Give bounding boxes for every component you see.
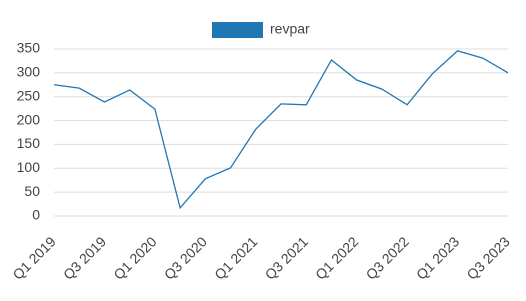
legend-label: revpar [270, 21, 310, 37]
x-tick-label: Q3 2020 [161, 233, 210, 282]
y-tick-label: 300 [17, 64, 41, 80]
line-series [53, 50, 509, 210]
x-tick-label: Q1 2020 [110, 233, 159, 282]
x-tick-label: Q3 2019 [60, 233, 109, 282]
x-tick-label: Q1 2023 [413, 233, 462, 282]
x-tick-label: Q3 2023 [463, 233, 512, 282]
y-tick-label: 100 [17, 159, 41, 175]
x-tick-label: Q1 2021 [211, 233, 260, 282]
legend-swatch [212, 22, 263, 38]
x-tick-label: Q1 2022 [312, 233, 361, 282]
y-tick-label: 200 [17, 111, 41, 127]
y-tick-label: 350 [17, 40, 41, 56]
y-tick-label: 250 [17, 87, 41, 103]
y-tick-label: 0 [32, 207, 40, 223]
y-tick-label: 150 [17, 135, 41, 151]
x-tick-label: Q3 2021 [262, 233, 311, 282]
y-tick-label: 50 [24, 183, 40, 199]
x-tick-label: Q3 2022 [363, 233, 412, 282]
x-tick-label: Q1 2019 [9, 233, 58, 282]
